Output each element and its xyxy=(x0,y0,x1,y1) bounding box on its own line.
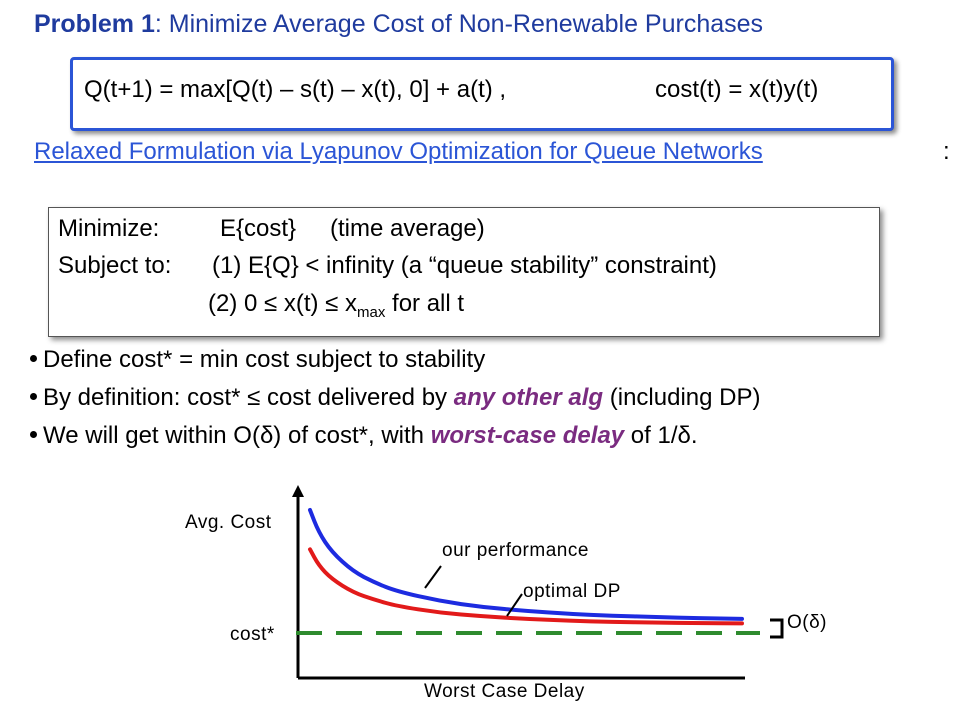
constraint-1: (1) E{Q} < infinity (a “queue stability”… xyxy=(212,252,717,279)
bullet-item: By definition: cost* ≤ cost delivered by… xyxy=(30,384,761,412)
annotation-pointer-optimal-dp xyxy=(506,593,523,617)
bullet-text: By definition: cost* ≤ cost delivered by xyxy=(43,384,454,411)
slide-title: Problem 1: Minimize Average Cost of Non-… xyxy=(34,10,763,39)
cost-star-label: cost* xyxy=(230,624,275,645)
series-line-our-performance xyxy=(308,508,744,621)
constraint-2-prefix: (2) 0 ≤ x(t) ≤ x xyxy=(208,290,358,317)
series-line-optimal-dp xyxy=(308,547,744,626)
minimize-label: Minimize: xyxy=(58,215,160,242)
bullet-item: We will get within O(δ) of cost*, with w… xyxy=(30,422,698,450)
minimize-value: E{cost} xyxy=(220,215,297,242)
y-axis-label: Avg. Cost xyxy=(185,512,272,533)
relaxed-heading: Relaxed Formulation via Lyapunov Optimiz… xyxy=(34,138,763,165)
subject-to-label: Subject to: xyxy=(58,252,172,279)
bullet-text: of 1/δ. xyxy=(624,422,698,449)
optimization-box xyxy=(48,207,880,337)
chart-plot-area xyxy=(292,485,784,680)
annotation-our-performance: our performance xyxy=(442,540,589,561)
annotation-pointer-our-performance xyxy=(424,565,442,589)
constraint-2-suffix: for all t xyxy=(385,290,465,317)
bullet-text: (including DP) xyxy=(603,384,761,411)
emphasis-text: worst-case delay xyxy=(430,422,625,449)
annotation-optimal-dp: optimal DP xyxy=(523,581,621,602)
gap-label: O(δ) xyxy=(787,612,827,633)
bullet-item: Define cost* = min cost subject to stabi… xyxy=(30,346,485,374)
y-axis-arrow-icon xyxy=(292,485,304,497)
emphasis-text: any other alg xyxy=(453,384,604,411)
minimize-note: (time average) xyxy=(330,215,485,242)
bullet-text: Define cost* = min cost subject to stabi… xyxy=(43,346,486,373)
title-bold: Problem 1 xyxy=(34,10,155,38)
equation-box xyxy=(70,57,894,131)
title-rest: : Minimize Average Cost of Non-Renewable… xyxy=(154,10,764,38)
bullet-text: We will get within O(δ) of cost*, with xyxy=(43,422,431,449)
relaxed-heading-colon: : xyxy=(943,138,950,165)
cost-equation: cost(t) = x(t)y(t) xyxy=(655,76,819,103)
gap-bracket-icon xyxy=(770,618,784,639)
constraint-2: (2) 0 ≤ x(t) ≤ xmax for all t xyxy=(208,290,464,321)
bullet-dot-icon xyxy=(30,355,37,363)
bullet-dot-icon xyxy=(30,393,37,401)
constraint-2-subscript: max xyxy=(357,303,386,321)
queue-update-equation: Q(t+1) = max[Q(t) – s(t) – x(t), 0] + a(… xyxy=(84,76,507,103)
bullet-dot-icon xyxy=(30,431,37,439)
x-axis-label: Worst Case Delay xyxy=(424,681,585,702)
